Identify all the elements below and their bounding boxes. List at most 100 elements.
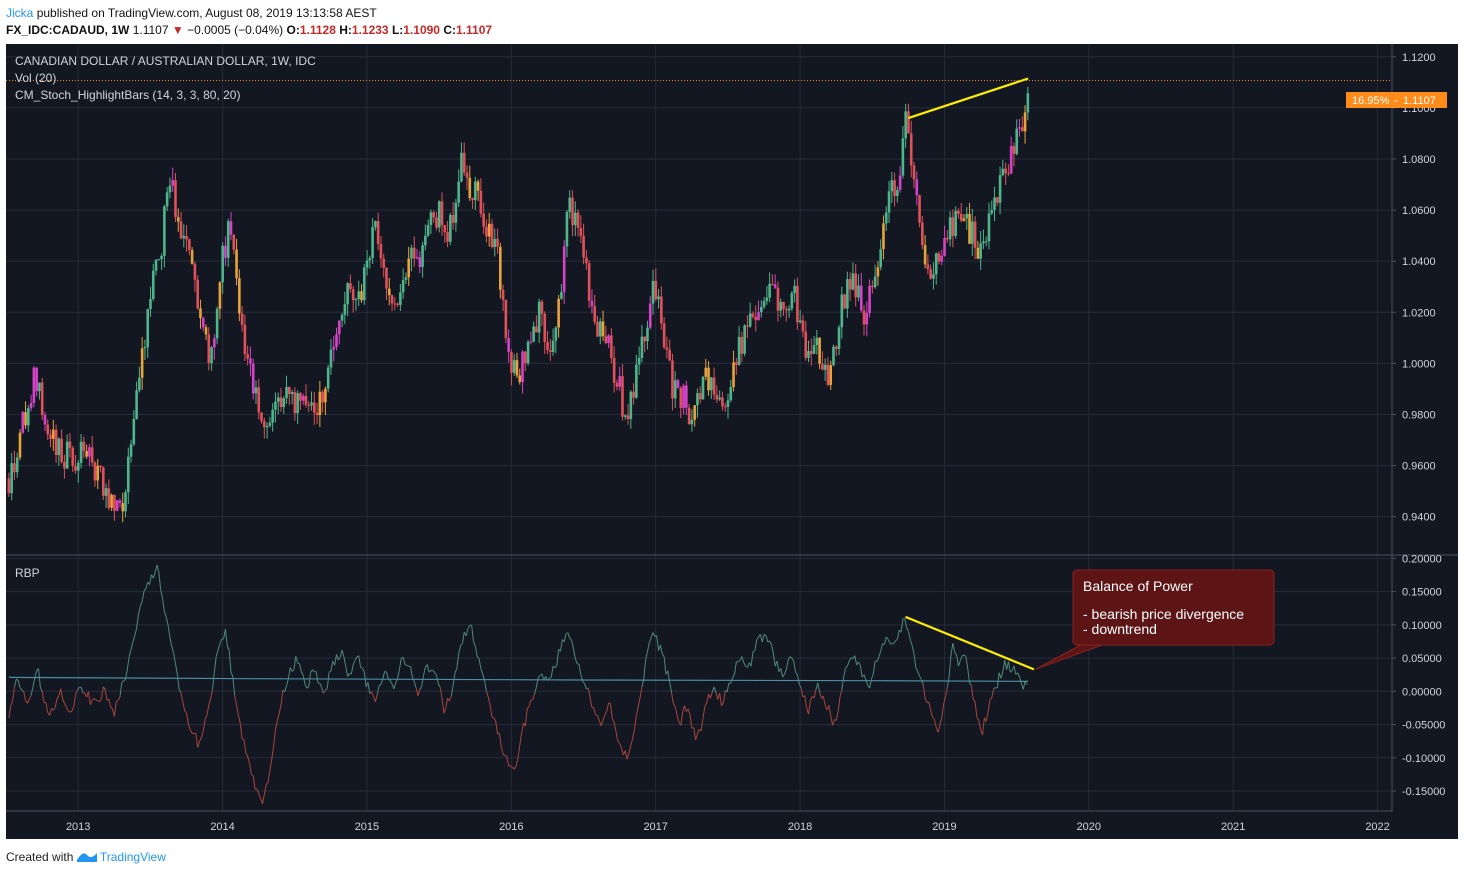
bop-segment-498	[928, 701, 932, 710]
bop-segment-426	[795, 672, 798, 676]
bop-segment-304	[569, 638, 572, 641]
trendlines[interactable]	[905, 77, 1035, 671]
bop-segment-33	[67, 710, 71, 713]
bop-segment-314	[587, 687, 591, 698]
candle-body-363	[1015, 128, 1019, 154]
rbp-legend[interactable]: RBP	[15, 566, 40, 580]
bop-segment-434	[809, 696, 813, 702]
bop-segment-251	[471, 625, 474, 642]
bop-segment-294	[550, 666, 554, 678]
time-axis[interactable]: 2013 2014 2015 2016 2017 2018 2019 2020 2021 2022	[66, 821, 1390, 833]
annotation-callout[interactable]: Balance of Power - bearish price diverge…	[1035, 569, 1275, 670]
candle-body-286	[801, 320, 805, 332]
candle-body-135	[382, 258, 386, 268]
bop-segment-372	[695, 733, 698, 741]
bop-segment-428	[798, 684, 802, 689]
bop-segment-173	[326, 672, 330, 689]
bop-segment-361	[674, 706, 678, 716]
candle-body-325	[909, 133, 913, 166]
bop-segment-507	[944, 687, 948, 698]
candle-body-101	[288, 386, 291, 394]
candle-body-116	[329, 349, 333, 368]
price-tick-label-8: 0.9600	[1402, 461, 1436, 473]
candle-body-175	[493, 238, 497, 248]
bop-segment-245	[460, 643, 463, 647]
candle-body-226	[635, 364, 638, 398]
candle-body-127	[360, 291, 363, 301]
candle-body-19	[60, 438, 63, 462]
candle-body-280	[784, 309, 788, 311]
candle-body-316	[884, 212, 888, 224]
trendline-price[interactable]	[907, 77, 1029, 120]
candle-body-154	[435, 217, 438, 228]
candle-body-246	[690, 419, 694, 425]
candle-body-251	[704, 367, 708, 377]
candle-body-274	[768, 283, 771, 298]
price-axis[interactable]: 1.12001.10001.08001.06001.04001.02001.00…	[1392, 52, 1436, 524]
bop-segment-258	[484, 680, 487, 692]
candle-body-91	[260, 412, 263, 422]
bop-tick-label-4: 0.00000	[1402, 686, 1442, 698]
candle-body-208	[585, 257, 588, 264]
bop-axis[interactable]: 0.20000 0.15000 0.10000 0.05000 0.00000 -0.05…	[1392, 553, 1445, 798]
bop-segment-500	[932, 716, 935, 720]
candle-body-29	[88, 447, 91, 457]
vol-legend[interactable]: Vol (20)	[15, 71, 56, 85]
bop-segment-223	[419, 685, 423, 690]
time-tick-label-3: 2016	[499, 821, 523, 833]
bop-segment-400	[746, 662, 750, 668]
candle-body-159	[449, 214, 452, 242]
time-tick-label-6: 2019	[932, 821, 956, 833]
bop-segment-532	[991, 688, 995, 699]
bop-segment-111	[211, 672, 215, 690]
bop-segment-378	[706, 693, 710, 703]
bop-segment-541	[1007, 661, 1011, 673]
bop-segment-536	[998, 672, 1002, 679]
candle-body-293	[821, 363, 824, 370]
candle-body-205	[576, 212, 580, 228]
bop-segment-475	[885, 636, 889, 640]
tradingview-link[interactable]: TradingView	[99, 850, 166, 864]
bop-segment-362	[676, 715, 680, 723]
callout-line-2: - downtrend	[1083, 621, 1157, 637]
candle-body-168	[474, 181, 477, 201]
bop-segment-425	[793, 661, 797, 673]
bop-segment-326	[609, 703, 613, 719]
bop-segment-506	[943, 696, 946, 705]
bop-segment-96	[184, 710, 187, 714]
bop-segment-91	[174, 663, 178, 675]
bop-segment-275	[515, 758, 519, 767]
bop-segment-128	[243, 739, 247, 753]
bop-segment-32	[65, 706, 69, 712]
candle-body-244	[685, 385, 688, 408]
candle-body-58	[168, 185, 172, 193]
candle-body-13	[43, 414, 47, 425]
chart-canvas[interactable]: 1.12001.10001.08001.06001.04001.02001.00…	[6, 44, 1458, 839]
bop-segment-544	[1013, 665, 1017, 675]
bop-segment-249	[467, 624, 471, 630]
bop-segment-412	[769, 640, 772, 645]
bop-segment-383	[715, 692, 719, 700]
bop-segment-229	[430, 669, 433, 671]
candle-body-93	[265, 425, 269, 428]
candle-body-151	[426, 224, 430, 236]
bop-segment-30	[62, 698, 65, 704]
candle-body-287	[804, 331, 808, 358]
author-link[interactable]: Jicka	[6, 6, 34, 20]
bop-segment-437	[815, 682, 819, 690]
bop-segment-160	[302, 675, 306, 685]
candle-body-79	[226, 221, 230, 258]
bop-segment-516	[961, 654, 965, 657]
candle-body-249	[698, 393, 702, 400]
bop-segment-513	[956, 654, 959, 667]
stoch-legend[interactable]: CM_Stoch_HighlightBars (14, 3, 3, 80, 20…	[15, 88, 240, 102]
trendline-bop[interactable]	[905, 615, 1035, 671]
candle-body-326	[912, 165, 916, 180]
candle-body-173	[487, 223, 491, 237]
candle-body-113	[321, 391, 324, 403]
candle-body-59	[171, 180, 174, 186]
candle-body-202	[568, 197, 572, 212]
bop-segment-535	[996, 672, 1000, 688]
bop-segment-334	[624, 750, 628, 760]
candle-body-74	[213, 338, 216, 348]
